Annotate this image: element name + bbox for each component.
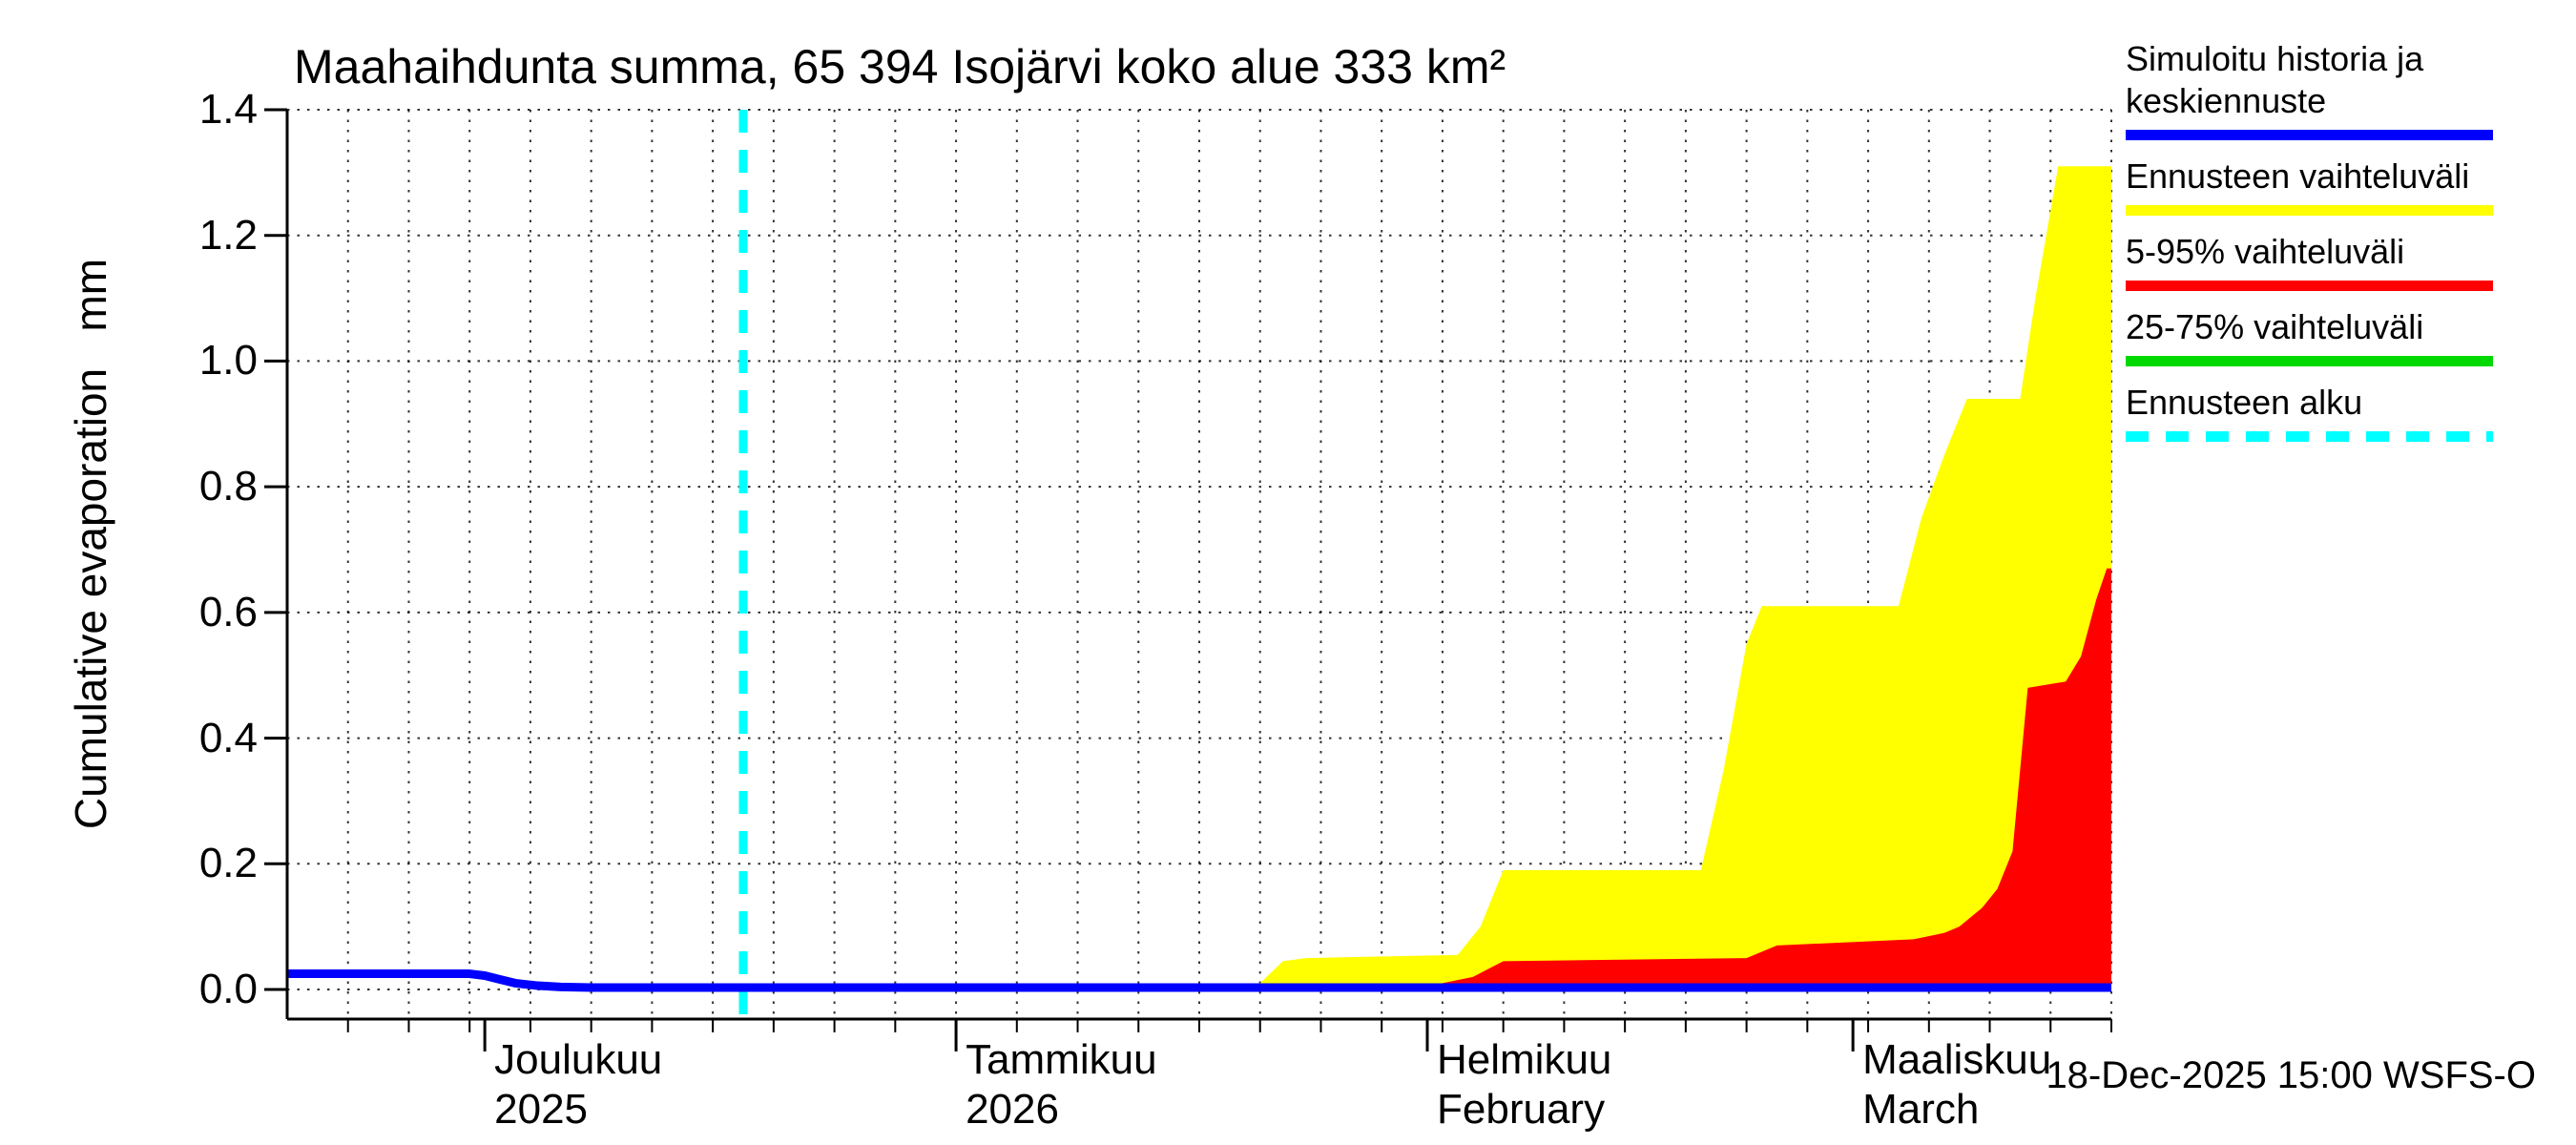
y-axis-tick-label: 1.0 [198, 337, 258, 385]
legend-entry-label: Ennusteen alku [2126, 383, 2363, 422]
legend-swatch [2126, 130, 2493, 140]
y-axis-tick-label: 1.2 [198, 211, 258, 259]
y-axis-tick-label: 0.6 [198, 588, 258, 635]
legend-swatch [2126, 431, 2493, 442]
y-axis-tick-label: 0.8 [198, 463, 258, 510]
legend-entry-label: 5-95% vaihteluväli [2126, 232, 2405, 271]
legend-entry: Ennusteen vaihteluväli [2126, 156, 2493, 216]
x-axis-month-label: Maaliskuu March [1862, 1036, 2052, 1133]
legend-entry-label: Simuloitu historia ja keskiennuste [2126, 39, 2424, 120]
legend-entry: 5-95% vaihteluväli [2126, 231, 2493, 291]
x-axis-month-label: Tammikuu 2026 [966, 1036, 1157, 1133]
x-axis-month-label: Helmikuu February [1437, 1036, 1612, 1133]
legend-entry-label: 25-75% vaihteluväli [2126, 307, 2424, 346]
y-axis-tick-label: 0.2 [198, 840, 258, 887]
y-axis-tick-label: 0.4 [198, 714, 258, 761]
legend-entry: 25-75% vaihteluväli [2126, 306, 2493, 366]
y-axis-tick-label: 1.4 [198, 86, 258, 133]
y-axis-tick-label: 0.0 [198, 966, 258, 1012]
y-axis-label: Cumulative evaporation mm [66, 258, 115, 830]
legend: Simuloitu historia ja keskiennuste Ennust… [2126, 38, 2493, 457]
legend-swatch [2126, 356, 2493, 366]
x-axis-month-label: Joulukuu 2025 [494, 1036, 663, 1133]
legend-entry: Ennusteen alku [2126, 382, 2493, 442]
timestamp: 18-Dec-2025 15:00 WSFS-O [2046, 1054, 2536, 1096]
legend-swatch [2126, 205, 2493, 216]
legend-swatch [2126, 281, 2493, 291]
chart-title: Maahaihdunta summa, 65 394 Isojärvi koko… [294, 40, 1506, 94]
legend-entry-label: Ennusteen vaihteluväli [2126, 156, 2470, 196]
legend-entry: Simuloitu historia ja keskiennuste [2126, 38, 2493, 140]
